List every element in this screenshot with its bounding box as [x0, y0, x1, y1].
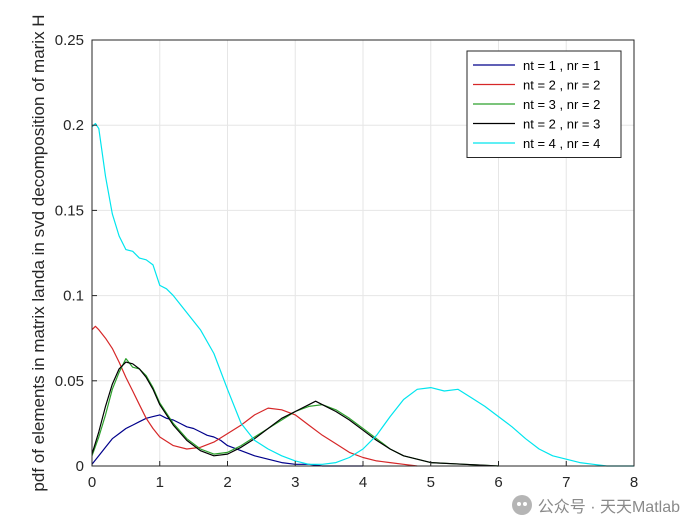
- wechat-icon: [511, 495, 532, 515]
- x-tick-label: 5: [427, 474, 435, 491]
- y-tick-label: 0.15: [55, 202, 84, 219]
- y-tick-label: 0.2: [63, 117, 84, 134]
- series-layer: [91, 122, 634, 467]
- y-tick-label: 0: [76, 458, 84, 475]
- y-tick-label: 0.1: [63, 288, 84, 305]
- series-line: [91, 325, 418, 467]
- watermark: 公众号 · 天天Matlab: [511, 493, 680, 517]
- series-line: [91, 414, 363, 467]
- series-line: [91, 361, 499, 467]
- x-tick-label: 3: [291, 474, 299, 491]
- y-tick-label: 0.05: [55, 373, 84, 390]
- x-tick-label: 7: [562, 474, 570, 491]
- x-tick-label: 4: [359, 474, 367, 491]
- legend-entry: nt = 4 , nr = 4: [523, 136, 600, 151]
- watermark-text: 公众号 · 天天Matlab: [537, 499, 680, 516]
- x-tick-label: 2: [223, 474, 231, 491]
- legend-entry: nt = 2 , nr = 3: [523, 117, 600, 132]
- legend: nt = 1 , nr = 1 nt = 2 , nr = 2 nt = 3 , n…: [466, 50, 622, 158]
- y-axis-label: pdf of elements in matrix landa in svd d…: [29, 14, 48, 491]
- legend-entry: nt = 2 , nr = 2: [523, 78, 600, 93]
- x-tick-label: 1: [156, 474, 164, 491]
- x-tick-label: 8: [630, 474, 638, 491]
- x-tick-label: 0: [88, 474, 96, 491]
- legend-entry: nt = 3 , nr = 2: [523, 97, 600, 112]
- x-tick-label: 6: [494, 474, 502, 491]
- legend-entry: nt = 1 , nr = 1: [523, 58, 600, 73]
- series-line: [91, 122, 634, 467]
- y-tick-label: 0.25: [55, 32, 84, 49]
- ticks: 0 1 2 3 4 5 6 7 8 0 0.05 0.1 0.15 0.2 0.25: [55, 32, 638, 491]
